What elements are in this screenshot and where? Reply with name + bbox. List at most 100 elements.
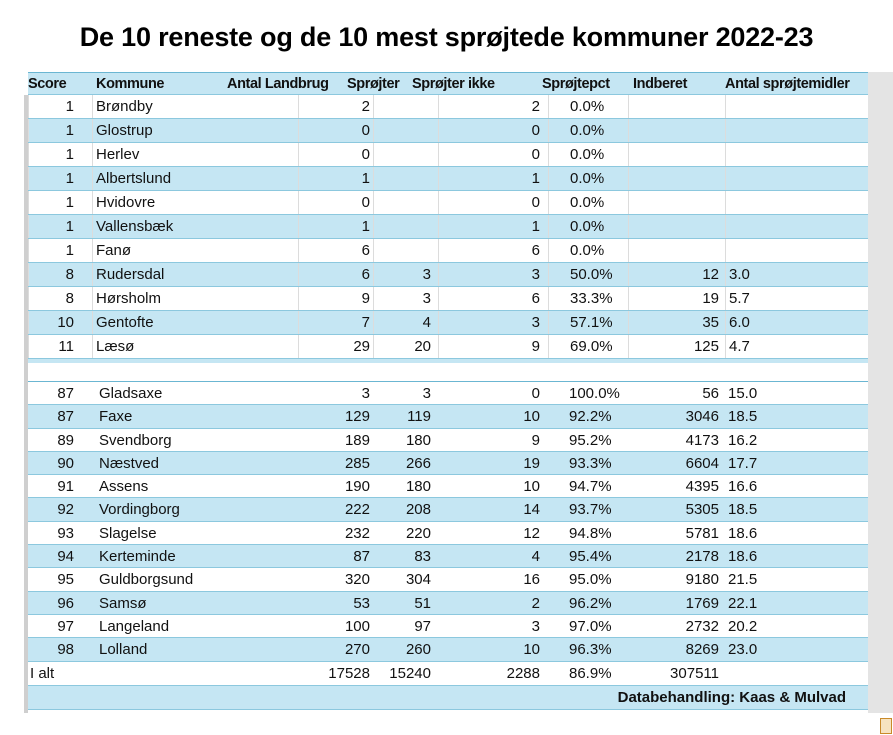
cell-indberet: 9180 [685, 571, 719, 589]
cell-antal-sproejtemidler: 17.7 [728, 454, 758, 472]
cell-sproejtepct: 0.0% [548, 167, 628, 190]
cell-sproejter-ikke: 16 [523, 571, 540, 589]
cell-sproejter: 208 [405, 501, 431, 519]
cell-score: 98 [57, 641, 74, 659]
cell-sproejtepct: 86.9% [569, 664, 612, 682]
top-10-rows: 1 Brøndby 2 2 0.0% 1 Glostrup 0 0 0.0% 1 Herlev 0 0 0.… [28, 95, 868, 359]
cell-sproejter-ikke: 19 [523, 454, 540, 472]
cell-score: 89 [57, 431, 74, 449]
header-antal-landbrug: Antal Landbrug [227, 76, 329, 92]
cell-indberet: 125 [628, 335, 725, 358]
cell-sproejter-ikke: 14 [523, 501, 540, 519]
cell-score: 8 [28, 263, 92, 286]
cell-indberet: 307511 [670, 664, 719, 682]
cell-sproejter-ikke: 9 [438, 335, 548, 358]
cell-indberet: 35 [628, 311, 725, 334]
cell-sproejter: 119 [407, 408, 431, 426]
cell-antal-sproejtemidler [725, 119, 868, 142]
cell-antal-sproejtemidler: 23.0 [728, 641, 758, 659]
cell-sproejtepct: 0.0% [548, 215, 628, 238]
table-row: 8 Hørsholm 9 3 6 33.3% 19 5.7 [28, 287, 868, 311]
cell-sproejter-ikke: 0 [531, 385, 540, 402]
cell-sproejtepct: 100.0% [569, 385, 620, 402]
cell-sproejter-ikke: 10 [523, 478, 540, 496]
cell-kommune: Guldborgsund [99, 571, 194, 589]
cell-score: 96 [57, 594, 74, 612]
cell-indberet [628, 167, 725, 190]
cell-sproejter [373, 215, 438, 238]
cell-score: 91 [57, 478, 74, 496]
header-indberet: Indberet [633, 76, 687, 92]
cell-score: 97 [57, 617, 74, 635]
cell-score: 1 [28, 143, 92, 166]
cell-score: 1 [28, 95, 92, 118]
cell-sproejter [373, 143, 438, 166]
cell-sproejtepct: 96.3% [569, 641, 612, 659]
page-title: De 10 reneste og de 10 mest sprøjtede ko… [79, 22, 814, 52]
cell-kommune: Vallensbæk [92, 215, 298, 238]
cell-antal-sproejtemidler [725, 95, 868, 118]
cell-indberet: 19 [628, 287, 725, 310]
cell-score: 94 [57, 548, 74, 566]
cell-antal-sproejtemidler: 16.2 [728, 431, 758, 449]
cell-indberet: 5781 [685, 524, 719, 542]
paste-options-icon[interactable] [880, 718, 892, 734]
bottom-10-rows: 87 Gladsaxe 3 3 0 100.0% 56 15.0 87 Faxe 129 119 10 9… [28, 382, 868, 662]
cell-kommune: Læsø [92, 335, 298, 358]
cell-antal-landbrug: 3 [361, 385, 370, 402]
cell-indberet: 1769 [685, 594, 719, 612]
cell-antal-landbrug: 0 [298, 119, 373, 142]
table-row: 1 Vallensbæk 1 1 0.0% [28, 215, 868, 239]
cell-sproejtepct: 93.7% [569, 501, 612, 519]
table-row: 91 Assens 190 180 10 94.7% 4395 16.6 [28, 475, 868, 499]
cell-kommune: Faxe [99, 408, 133, 426]
table-row: 10 Gentofte 7 4 3 57.1% 35 6.0 [28, 311, 868, 335]
table-row: 87 Gladsaxe 3 3 0 100.0% 56 15.0 [28, 382, 868, 406]
cell-antal-landbrug: 0 [298, 143, 373, 166]
cell-sproejtepct: 94.7% [569, 478, 612, 496]
cell-score: I alt [30, 664, 55, 682]
cell-indberet [628, 143, 725, 166]
cell-antal-landbrug: 190 [344, 478, 370, 496]
table-row: 1 Glostrup 0 0 0.0% [28, 119, 868, 143]
cell-antal-sproejtemidler: 20.2 [728, 617, 758, 635]
cell-sproejter-ikke: 1 [438, 215, 548, 238]
cell-antal-landbrug: 87 [353, 548, 370, 566]
cell-antal-sproejtemidler: 5.7 [725, 287, 868, 310]
cell-score: 8 [28, 287, 92, 310]
cell-sproejtepct: 50.0% [548, 263, 628, 286]
cell-sproejtepct: 57.1% [548, 311, 628, 334]
cell-antal-landbrug: 53 [353, 594, 370, 612]
cell-score: 93 [57, 524, 74, 542]
cell-antal-landbrug: 7 [298, 311, 373, 334]
table-row: 93 Slagelse 232 220 12 94.8% 5781 18.6 [28, 521, 868, 546]
cell-kommune: Slagelse [99, 524, 157, 542]
cell-sproejter: 304 [405, 571, 431, 589]
cell-kommune: Vordingborg [99, 501, 180, 519]
cell-kommune: Kerteminde [99, 548, 176, 566]
cell-sproejter-ikke: 10 [523, 641, 540, 659]
cell-antal-sproejtemidler: 4.7 [725, 335, 868, 358]
cell-kommune: Herlev [92, 143, 298, 166]
cell-antal-landbrug: 285 [344, 454, 370, 472]
cell-antal-landbrug: 189 [344, 431, 370, 449]
cell-kommune: Samsø [99, 594, 147, 612]
cell-score: 95 [57, 571, 74, 589]
cell-antal-landbrug: 1 [298, 215, 373, 238]
cell-kommune: Gladsaxe [99, 385, 163, 402]
cell-kommune: Næstved [99, 454, 160, 472]
cell-kommune: Brøndby [92, 95, 298, 118]
header-sproejter: Sprøjter [347, 76, 400, 92]
cell-sproejter: 15240 [389, 664, 431, 682]
cell-indberet [628, 239, 725, 262]
cell-score: 1 [28, 167, 92, 190]
table-row: 92 Vordingborg 222 208 14 93.7% 5305 18.5 [28, 498, 868, 522]
cell-sproejter-ikke: 4 [531, 548, 540, 566]
cell-kommune: Rudersdal [92, 263, 298, 286]
cell-indberet [628, 215, 725, 238]
cell-sproejter [373, 95, 438, 118]
cell-sproejter [373, 119, 438, 142]
cell-kommune: Langeland [99, 617, 170, 635]
cell-score: 90 [57, 454, 74, 472]
cell-antal-landbrug: 129 [344, 408, 370, 426]
